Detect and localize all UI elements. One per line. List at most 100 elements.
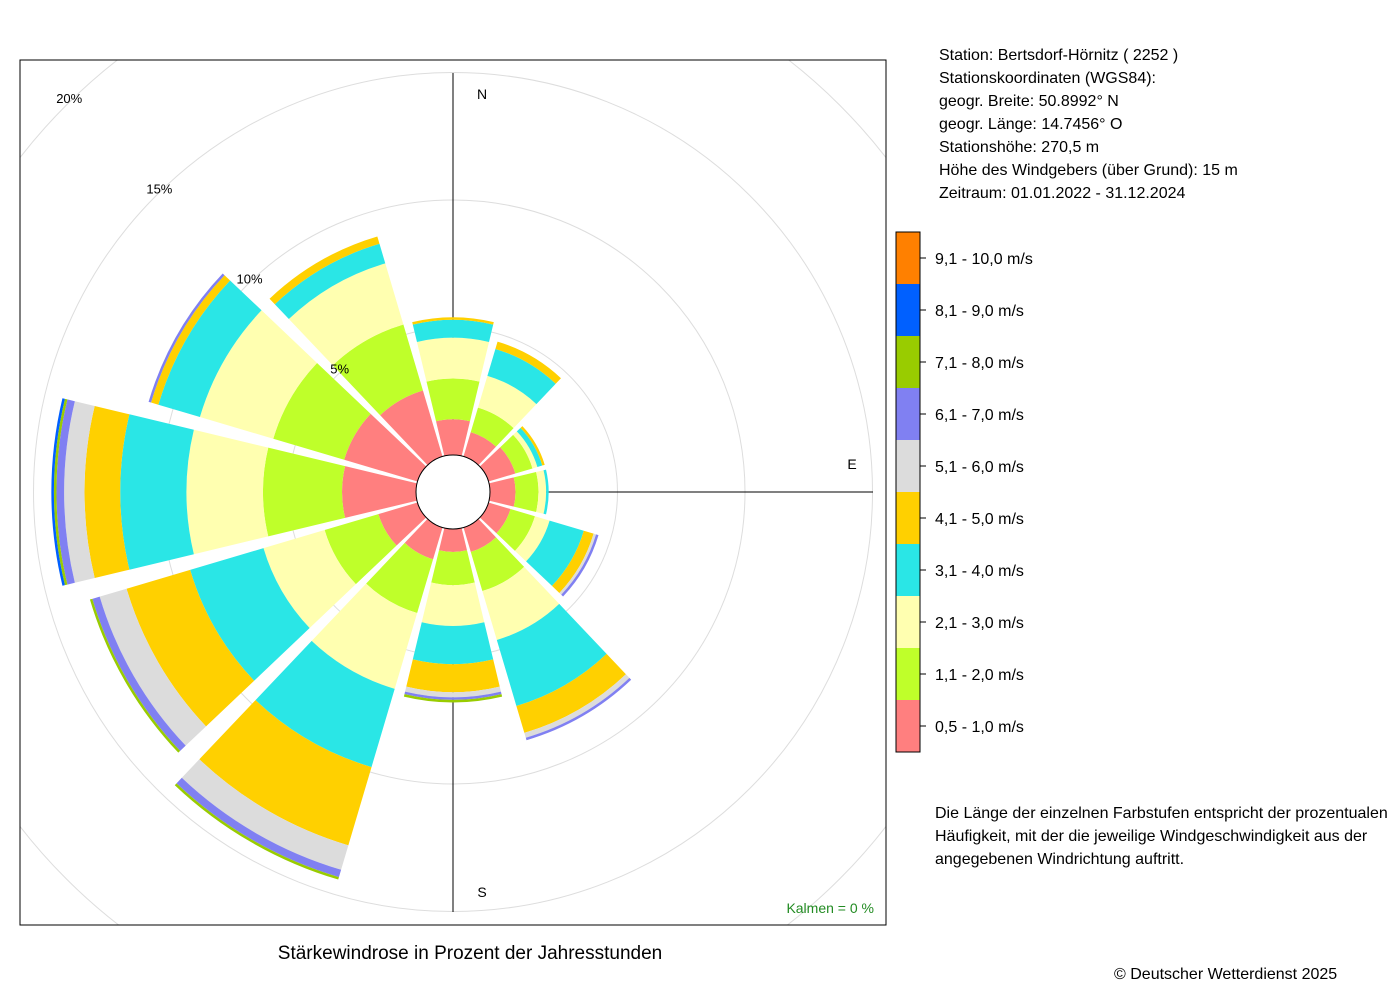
bar-segment-dir120-class4 xyxy=(526,520,584,586)
bar-segment-dir60-class5 xyxy=(520,426,545,466)
bar-segment-dir30-class4 xyxy=(487,348,556,405)
bar-segment-dir270-class2 xyxy=(263,447,346,537)
bar-segment-dir240-class7 xyxy=(92,596,186,751)
ring-label-20: 20% xyxy=(56,91,82,106)
speed-legend: 9,1 - 10,0 m/s 8,1 - 9,0 m/s 7,1 - 8,0 m/s… xyxy=(895,231,1033,753)
bar-segment-dir270-class9 xyxy=(51,398,65,586)
bar-segment-dir60-class4 xyxy=(516,427,543,468)
bar-segment-dir0-class4 xyxy=(412,319,494,342)
bar-segment-dir180-class2 xyxy=(431,550,475,586)
bar-segment-dir150-class4 xyxy=(496,603,607,706)
ring-label-15: 15% xyxy=(146,181,172,196)
bar-segment-dir150-class6 xyxy=(524,674,630,738)
bar-segment-dir30-class5 xyxy=(495,341,561,384)
station-name: Station: Bertsdorf-Hörnitz ( 2252 ) xyxy=(939,47,1179,64)
bar-segment-dir30-class3 xyxy=(477,375,537,429)
bar-segment-dir120-class7 xyxy=(561,534,599,597)
bar-segment-dir180-class4 xyxy=(412,622,494,665)
bar-segment-dir150-class1 xyxy=(463,518,497,552)
bar-segment-dir240-class2 xyxy=(324,514,397,585)
bar-segment-dir180-class7 xyxy=(404,691,502,700)
bar-segment-dir180-class5 xyxy=(406,659,500,693)
bar-segment-dir330-class5 xyxy=(269,236,380,305)
chart-title: Stärkewindrose in Prozent der Jahresstun… xyxy=(277,943,663,964)
legend-label-1: 0,5 - 1,0 m/s xyxy=(935,719,1024,736)
bar-segment-dir90-class4 xyxy=(543,469,549,515)
bar-segment-dir330-class3 xyxy=(288,263,404,366)
bar-segment-dir180-class1 xyxy=(439,527,467,552)
bar-segment-dir150-class5 xyxy=(516,653,626,733)
station-latitude: geogr. Breite: 50.8992° N xyxy=(939,93,1119,110)
legend-swatch-7 xyxy=(896,388,920,440)
bar-segment-dir30-class1 xyxy=(463,432,497,466)
station-info: Station: Bertsdorf-Hörnitz ( 2252 ) Stat… xyxy=(939,44,1238,205)
bar-segment-dir270-class7 xyxy=(56,399,75,585)
bar-segment-dir210-class1 xyxy=(404,518,443,560)
legend-swatch-9 xyxy=(896,284,920,336)
bar-segment-dir150-class2 xyxy=(470,537,525,592)
legend-label-6: 5,1 - 6,0 m/s xyxy=(935,459,1024,476)
legend-swatch-8 xyxy=(896,336,920,388)
bar-segment-dir0-class1 xyxy=(436,419,470,457)
compass-label-south: S xyxy=(477,884,486,900)
legend-swatch-3 xyxy=(896,596,920,648)
legend-swatch-1 xyxy=(896,700,920,752)
bar-segment-dir120-class2 xyxy=(496,509,535,551)
bar-segment-dir210-class2 xyxy=(366,542,434,614)
bar-segment-dir270-class4 xyxy=(120,414,194,570)
station-elevation: Stationshöhe: 270,5 m xyxy=(939,139,1100,156)
legend-frame xyxy=(895,231,921,753)
ring-labels: 5% 10% 15% 20% xyxy=(56,91,349,376)
legend-label-9: 8,1 - 9,0 m/s xyxy=(935,303,1024,320)
legend-swatch-6 xyxy=(896,440,920,492)
bar-segment-dir180-class3 xyxy=(421,582,485,626)
legend-swatch-4 xyxy=(896,544,920,596)
bar-segment-dir330-class1 xyxy=(380,390,443,466)
bar-segment-dir300-class2 xyxy=(273,362,371,460)
ring-label-10: 10% xyxy=(237,272,263,287)
bar-segment-dir60-class3 xyxy=(513,431,538,469)
bar-segment-dir240-class5 xyxy=(126,569,255,727)
bar-segment-dir270-class8 xyxy=(53,398,68,586)
bar-segment-dir0-class5 xyxy=(412,317,494,325)
bar-segment-dir60-class2 xyxy=(500,434,533,474)
bar-segment-dir330-class2 xyxy=(332,324,423,416)
legend-label-3: 2,1 - 3,0 m/s xyxy=(935,615,1024,632)
bar-segment-dir270-class3 xyxy=(186,429,269,555)
legend-swatch-5 xyxy=(896,492,920,544)
bar-segment-dir0-class2 xyxy=(426,378,480,422)
bar-segment-dir270-class5 xyxy=(84,405,130,579)
bar-segment-dir300-class4 xyxy=(158,280,262,418)
station-coordinates-heading: Stationskoordinaten (WGS84): xyxy=(939,70,1156,87)
bar-segment-dir270-class6 xyxy=(64,401,95,583)
legend-swatch-10 xyxy=(896,232,920,284)
bar-segment-dir120-class5 xyxy=(551,530,594,593)
legend-label-8: 7,1 - 8,0 m/s xyxy=(935,355,1024,372)
bar-segment-dir300-class5 xyxy=(151,275,231,405)
bar-segment-dir90-class3 xyxy=(536,470,547,514)
bar-segment-dir300-class3 xyxy=(199,310,318,439)
legend-label-5: 4,1 - 5,0 m/s xyxy=(935,511,1024,528)
bar-segment-dir120-class3 xyxy=(514,516,550,562)
bar-segment-dir120-class1 xyxy=(479,502,511,534)
bar-segment-dir210-class3 xyxy=(311,583,418,689)
time-period: Zeitraum: 01.01.2022 - 31.12.2024 xyxy=(939,185,1186,202)
bar-segment-dir120-class6 xyxy=(559,533,597,595)
compass-label-east: E xyxy=(847,456,856,472)
plot-frame xyxy=(19,59,887,926)
legend-label-4: 3,1 - 4,0 m/s xyxy=(935,563,1024,580)
copyright: © Deutscher Wetterdienst 2025 xyxy=(1114,966,1338,983)
bar-segment-dir240-class6 xyxy=(99,588,207,746)
bar-segment-dir150-class3 xyxy=(482,566,560,640)
bar-segment-dir60-class1 xyxy=(479,447,516,482)
bar-segment-dir300-class1 xyxy=(344,413,427,482)
ring-label-5: 5% xyxy=(330,362,349,377)
bar-segment-dir0-class3 xyxy=(416,337,490,382)
legend-note: Die Länge der einzelnen Farbstufen entsp… xyxy=(935,805,1388,868)
legend-swatch-2 xyxy=(896,648,920,700)
compass-label-north: N xyxy=(477,86,487,102)
bar-segment-dir240-class1 xyxy=(378,502,427,546)
bar-segment-dir330-class4 xyxy=(274,243,386,320)
bar-segment-dir180-class8 xyxy=(403,694,503,703)
